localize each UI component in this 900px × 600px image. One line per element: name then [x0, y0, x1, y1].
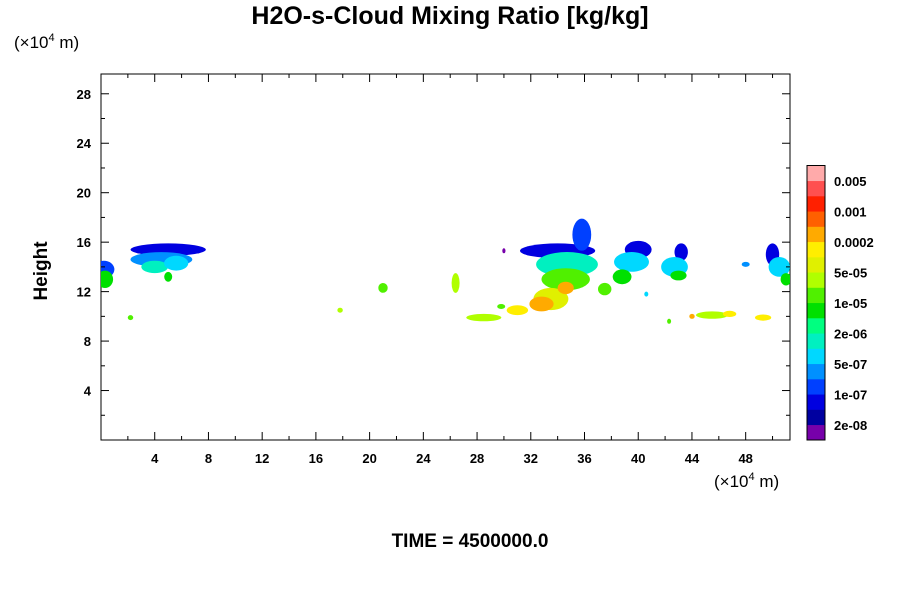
cloud-field [101, 218, 790, 324]
cloud-region [502, 248, 506, 254]
cloud-region [164, 271, 173, 282]
y-unit-exponent: 4 [48, 32, 55, 44]
cloud-region [614, 252, 649, 272]
cloud-region [670, 270, 687, 281]
colorbar-segment [807, 333, 825, 349]
cloud-region [378, 283, 388, 293]
colorbar-segment [807, 287, 825, 304]
cloud-region [598, 282, 612, 296]
colorbar-label: 1e-07 [834, 387, 867, 402]
colorbar-segment [807, 302, 825, 319]
x-tick-label: 20 [362, 451, 376, 466]
x-tick-label: 36 [577, 451, 591, 466]
colorbar-label: 0.0002 [834, 235, 874, 250]
x-tick-label: 48 [738, 451, 752, 466]
cloud-region [541, 268, 590, 291]
cloud-region [529, 296, 554, 312]
cloud-region [164, 255, 189, 271]
plot-frame [100, 73, 791, 441]
cloud-region [755, 314, 772, 321]
colorbar-label: 0.001 [834, 204, 867, 219]
x-tick-label: 8 [205, 451, 212, 466]
cloud-region [674, 243, 688, 261]
cloud-region [506, 305, 529, 316]
colorbar-frame [806, 165, 826, 441]
cloud-region [337, 307, 343, 313]
cloud-region [768, 257, 790, 277]
cloud-region [451, 273, 460, 293]
cloud-region [497, 304, 506, 309]
cloud-region [689, 313, 695, 319]
colorbar-label: 5e-07 [834, 357, 867, 372]
x-unit-exponent: 4 [748, 471, 755, 483]
colorbar-segment [807, 424, 825, 441]
cloud-region [741, 261, 750, 267]
colorbar-label: 5e-05 [834, 265, 867, 280]
y-unit-base: (×10 [14, 33, 49, 52]
cloud-region [780, 273, 790, 286]
time-label: TIME = 4500000.0 [391, 531, 549, 552]
y-tick-label: 12 [77, 285, 91, 300]
cloud-region [101, 270, 114, 288]
colorbar-segment [807, 409, 825, 426]
cloud-region [644, 291, 649, 297]
colorbar-segment [807, 348, 825, 365]
y-tick-label: 20 [77, 186, 91, 201]
chart-title: H2O-s-Cloud Mixing Ratio [kg/kg] [251, 2, 649, 30]
x-unit-tail: m) [754, 472, 780, 491]
y-tick-label: 24 [77, 136, 92, 151]
y-unit-tail: m) [54, 33, 80, 52]
y-tick-label: 4 [84, 384, 92, 399]
colorbar-segment [807, 196, 825, 212]
cloud-region [722, 310, 737, 317]
colorbar-segment [807, 165, 825, 182]
cloud-region [667, 318, 672, 324]
colorbar-segment [807, 272, 825, 288]
x-tick-label: 16 [309, 451, 323, 466]
x-tick-label: 4 [151, 451, 159, 466]
y-axis-unit: (×104 m) [14, 32, 79, 53]
cloud-region [557, 281, 574, 295]
colorbar-segment [807, 241, 825, 258]
colorbar-segment [807, 363, 825, 380]
colorbar-segment [807, 379, 825, 395]
x-tick-label: 24 [416, 451, 431, 466]
cloud-region [141, 260, 169, 274]
cloud-region [572, 218, 592, 251]
x-tick-label: 28 [470, 451, 484, 466]
cloud-region [612, 269, 632, 285]
x-tick-label: 12 [255, 451, 269, 466]
y-tick-label: 16 [77, 235, 91, 250]
colorbar-segment [807, 180, 825, 197]
x-tick-label: 44 [685, 451, 700, 466]
colorbar-label: 2e-08 [834, 418, 867, 433]
cloud-region [696, 311, 729, 319]
x-unit-base: (×10 [714, 472, 749, 491]
colorbar-segment [807, 394, 825, 410]
colorbar-label: 0.005 [834, 174, 867, 189]
colorbar-segment [807, 257, 825, 273]
x-tick-label: 32 [524, 451, 538, 466]
cloud-region [127, 315, 134, 321]
x-tick-label: 40 [631, 451, 645, 466]
y-tick-label: 28 [77, 87, 91, 102]
cloud-region [466, 313, 502, 322]
colorbar: 2e-08 1e-07 5e-07 2e-06 1e-05 5e-05 0.0002 0.00… [806, 165, 874, 441]
colorbar-label: 2e-06 [834, 326, 867, 341]
y-tick-label: 8 [84, 334, 91, 349]
colorbar-label: 1e-05 [834, 296, 867, 311]
colorbar-segment [807, 226, 825, 243]
colorbar-segment [807, 318, 825, 334]
x-axis-unit: (×104 m) [714, 471, 779, 492]
colorbar-segment [807, 211, 825, 227]
